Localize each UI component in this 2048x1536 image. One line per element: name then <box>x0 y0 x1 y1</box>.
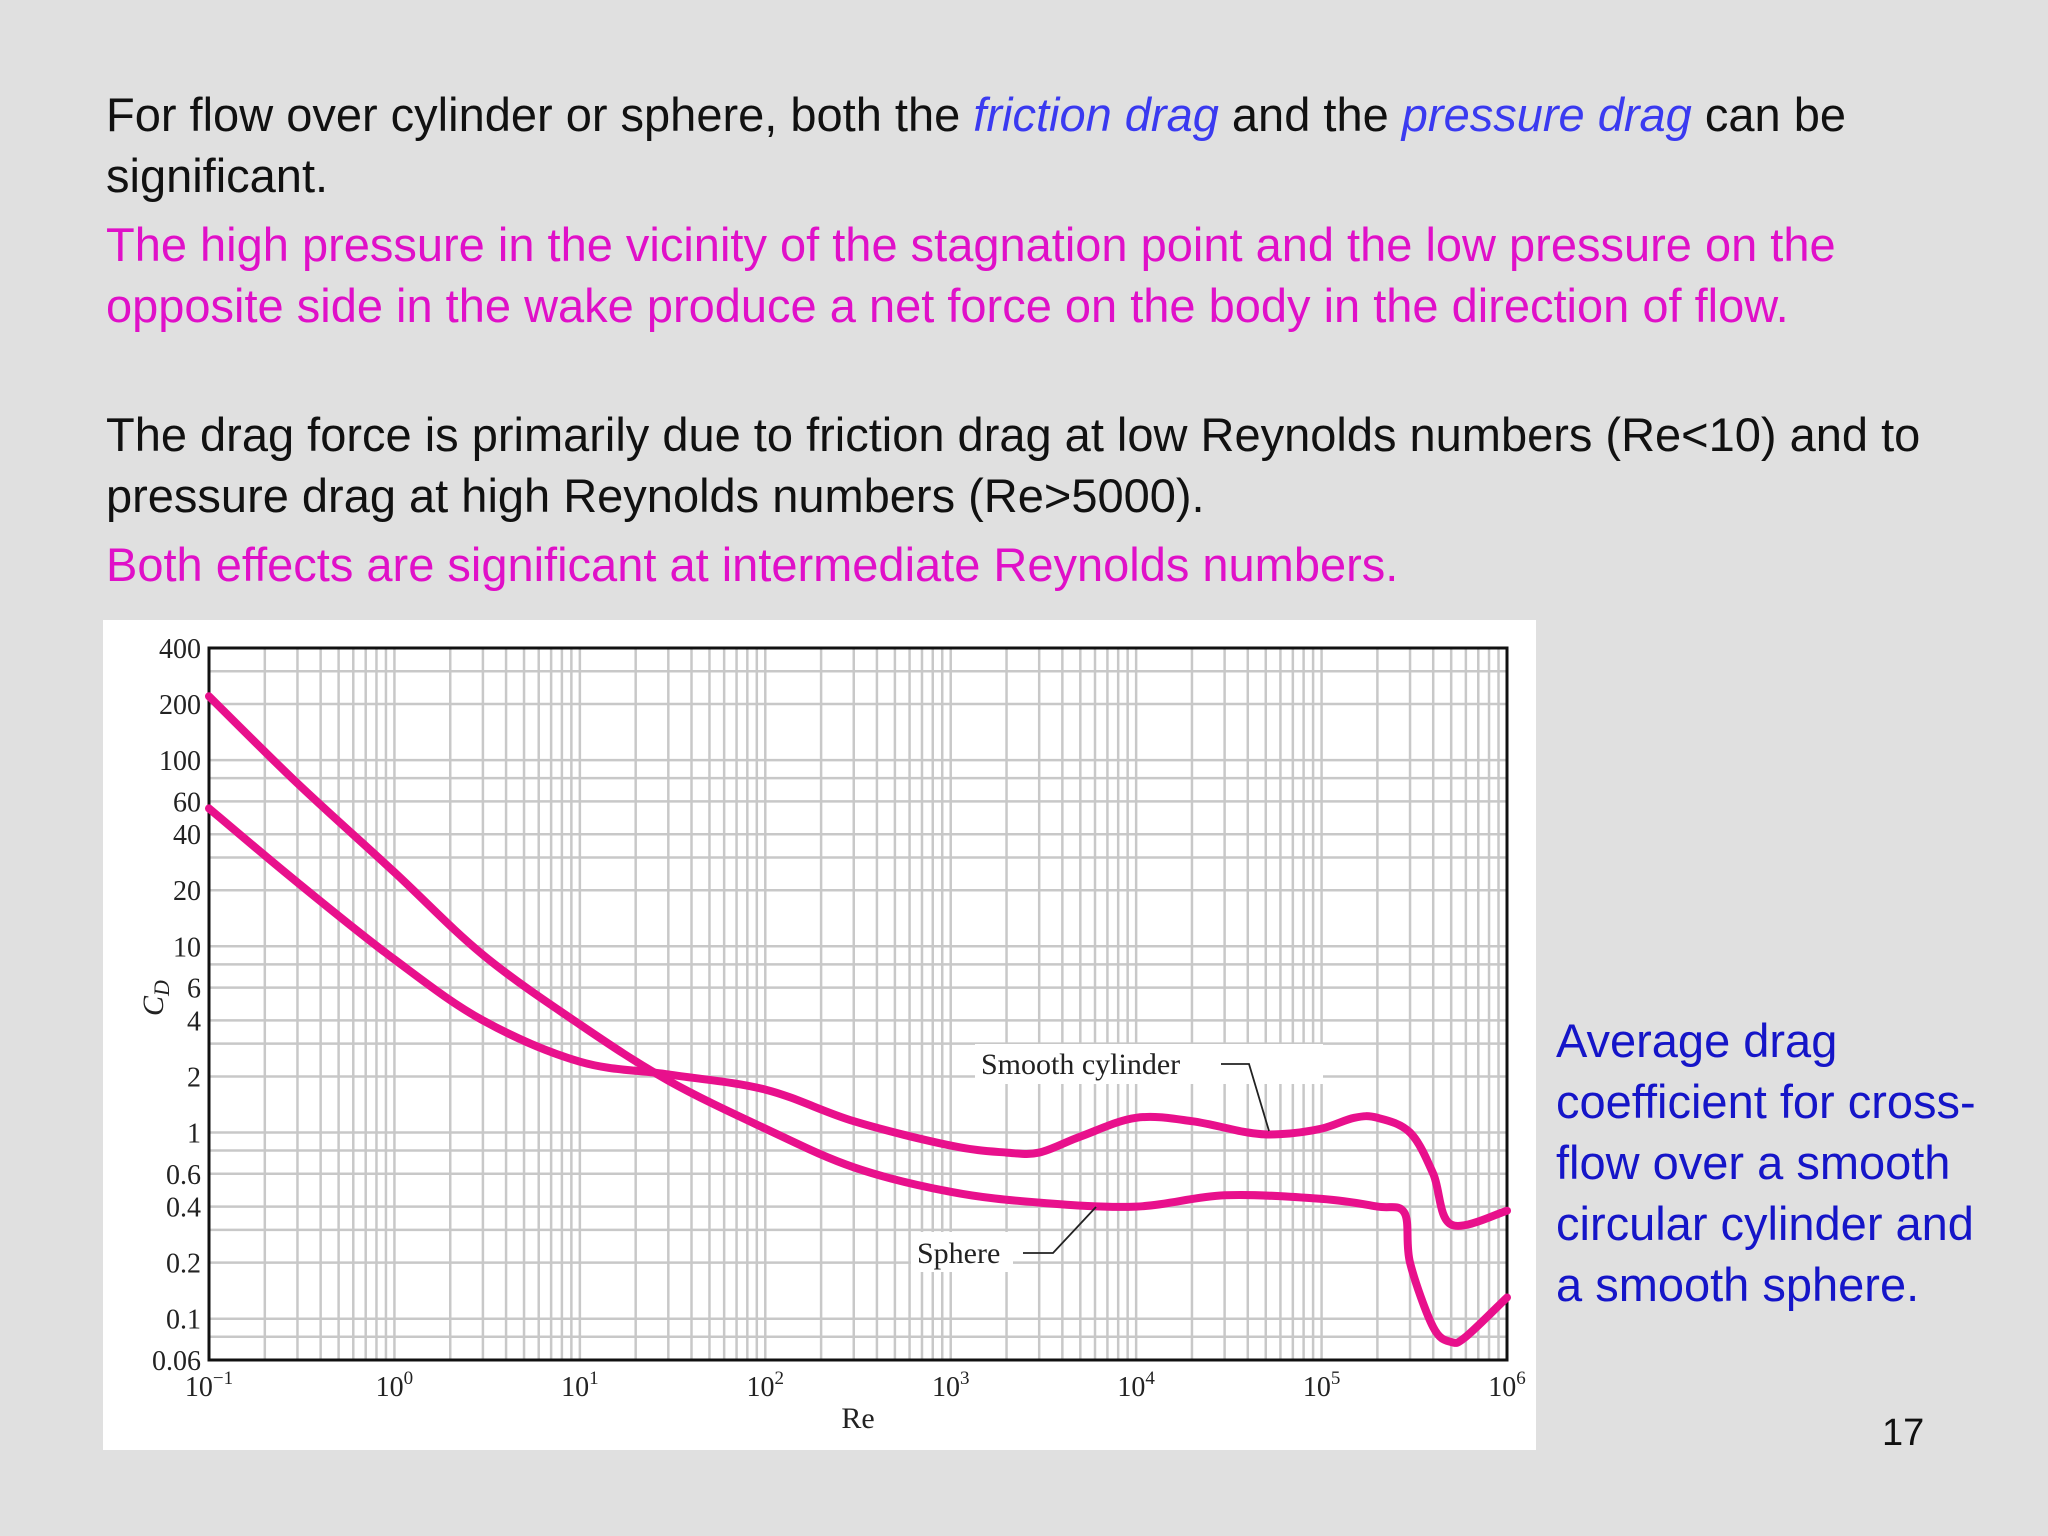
x-tick-label: 105 <box>1303 1368 1341 1403</box>
cylinder-label: Smooth cylinder <box>981 1048 1180 1081</box>
x-tick-label: 100 <box>376 1368 414 1403</box>
y-tick-label: 0.4 <box>166 1193 201 1224</box>
y-tick-label: 6 <box>187 974 201 1005</box>
intro-text-a: For flow over cylinder or sphere, both t… <box>106 88 974 141</box>
chart-grid <box>207 646 1507 1362</box>
y-axis-title: CD <box>137 980 174 1016</box>
x-tick-label: 106 <box>1488 1368 1526 1403</box>
y-tick-label: 200 <box>159 690 201 721</box>
y-tick-label: 400 <box>159 634 201 665</box>
cylinder-leader-line <box>1221 1063 1270 1132</box>
chart-curves <box>205 692 1511 1347</box>
y-tick-label: 10 <box>173 932 201 963</box>
y-tick-label: 4 <box>187 1006 201 1037</box>
y-tick-label: 100 <box>159 746 201 777</box>
cylinder-annotation: Smooth cylinder <box>975 1044 1323 1132</box>
y-tick-label: 20 <box>173 876 201 907</box>
x-tick-label: 104 <box>1117 1368 1155 1403</box>
sphere-annotation: Sphere <box>911 1206 1097 1272</box>
page-number: 17 <box>1882 1412 1925 1454</box>
y-tick-label: 0.6 <box>166 1160 201 1191</box>
y-tick-label: 2 <box>187 1062 201 1093</box>
reynolds-paragraph: The drag force is primarily due to frict… <box>106 408 1921 522</box>
x-tick-label: 103 <box>932 1368 970 1403</box>
friction-drag-term: friction drag <box>973 88 1219 141</box>
smooth-cylinder-curve <box>205 804 1511 1230</box>
y-tick-label: 0.1 <box>166 1305 201 1336</box>
sphere-leader-line <box>1023 1206 1097 1254</box>
x-tick-label: 102 <box>747 1368 785 1403</box>
y-tick-label: 0.2 <box>166 1249 201 1280</box>
chart-svg: 10−1 100 101 102 103 104 105 106400200100604020… <box>137 634 1526 1435</box>
x-tick-label: 101 <box>561 1368 599 1403</box>
drag-coefficient-chart: 10−1 100 101 102 103 104 105 106 400 200 100 60 40 20… <box>103 620 1536 1450</box>
plot-frame <box>207 646 1509 1362</box>
figure-caption: Average drag coefficient for cross-flow … <box>1556 1014 1976 1311</box>
sphere-curve <box>205 692 1511 1347</box>
chart-tick-labels: 10−1 100 101 102 103 104 105 106400200100604020… <box>152 634 1526 1403</box>
y-tick-label: 40 <box>173 820 201 851</box>
y-tick-label: 0.06 <box>152 1346 201 1377</box>
pressure-drag-term: pressure drag <box>1401 88 1692 141</box>
x-tick-label: 10−1 <box>185 1368 233 1403</box>
pressure-paragraph: The high pressure in the vicinity of the… <box>106 218 1836 332</box>
y-tick-label: 60 <box>173 787 201 818</box>
sphere-label: Sphere <box>917 1237 1000 1270</box>
intro-text-c: can be significant. <box>106 88 1846 202</box>
intro-paragraph: For flow over cylinder or sphere, both t… <box>106 84 1986 206</box>
intermediate-paragraph: Both effects are significant at intermed… <box>106 538 1399 591</box>
x-axis-title: Re <box>841 1402 874 1435</box>
intro-text-b: and the <box>1218 88 1402 141</box>
y-tick-label: 1 <box>187 1118 201 1149</box>
